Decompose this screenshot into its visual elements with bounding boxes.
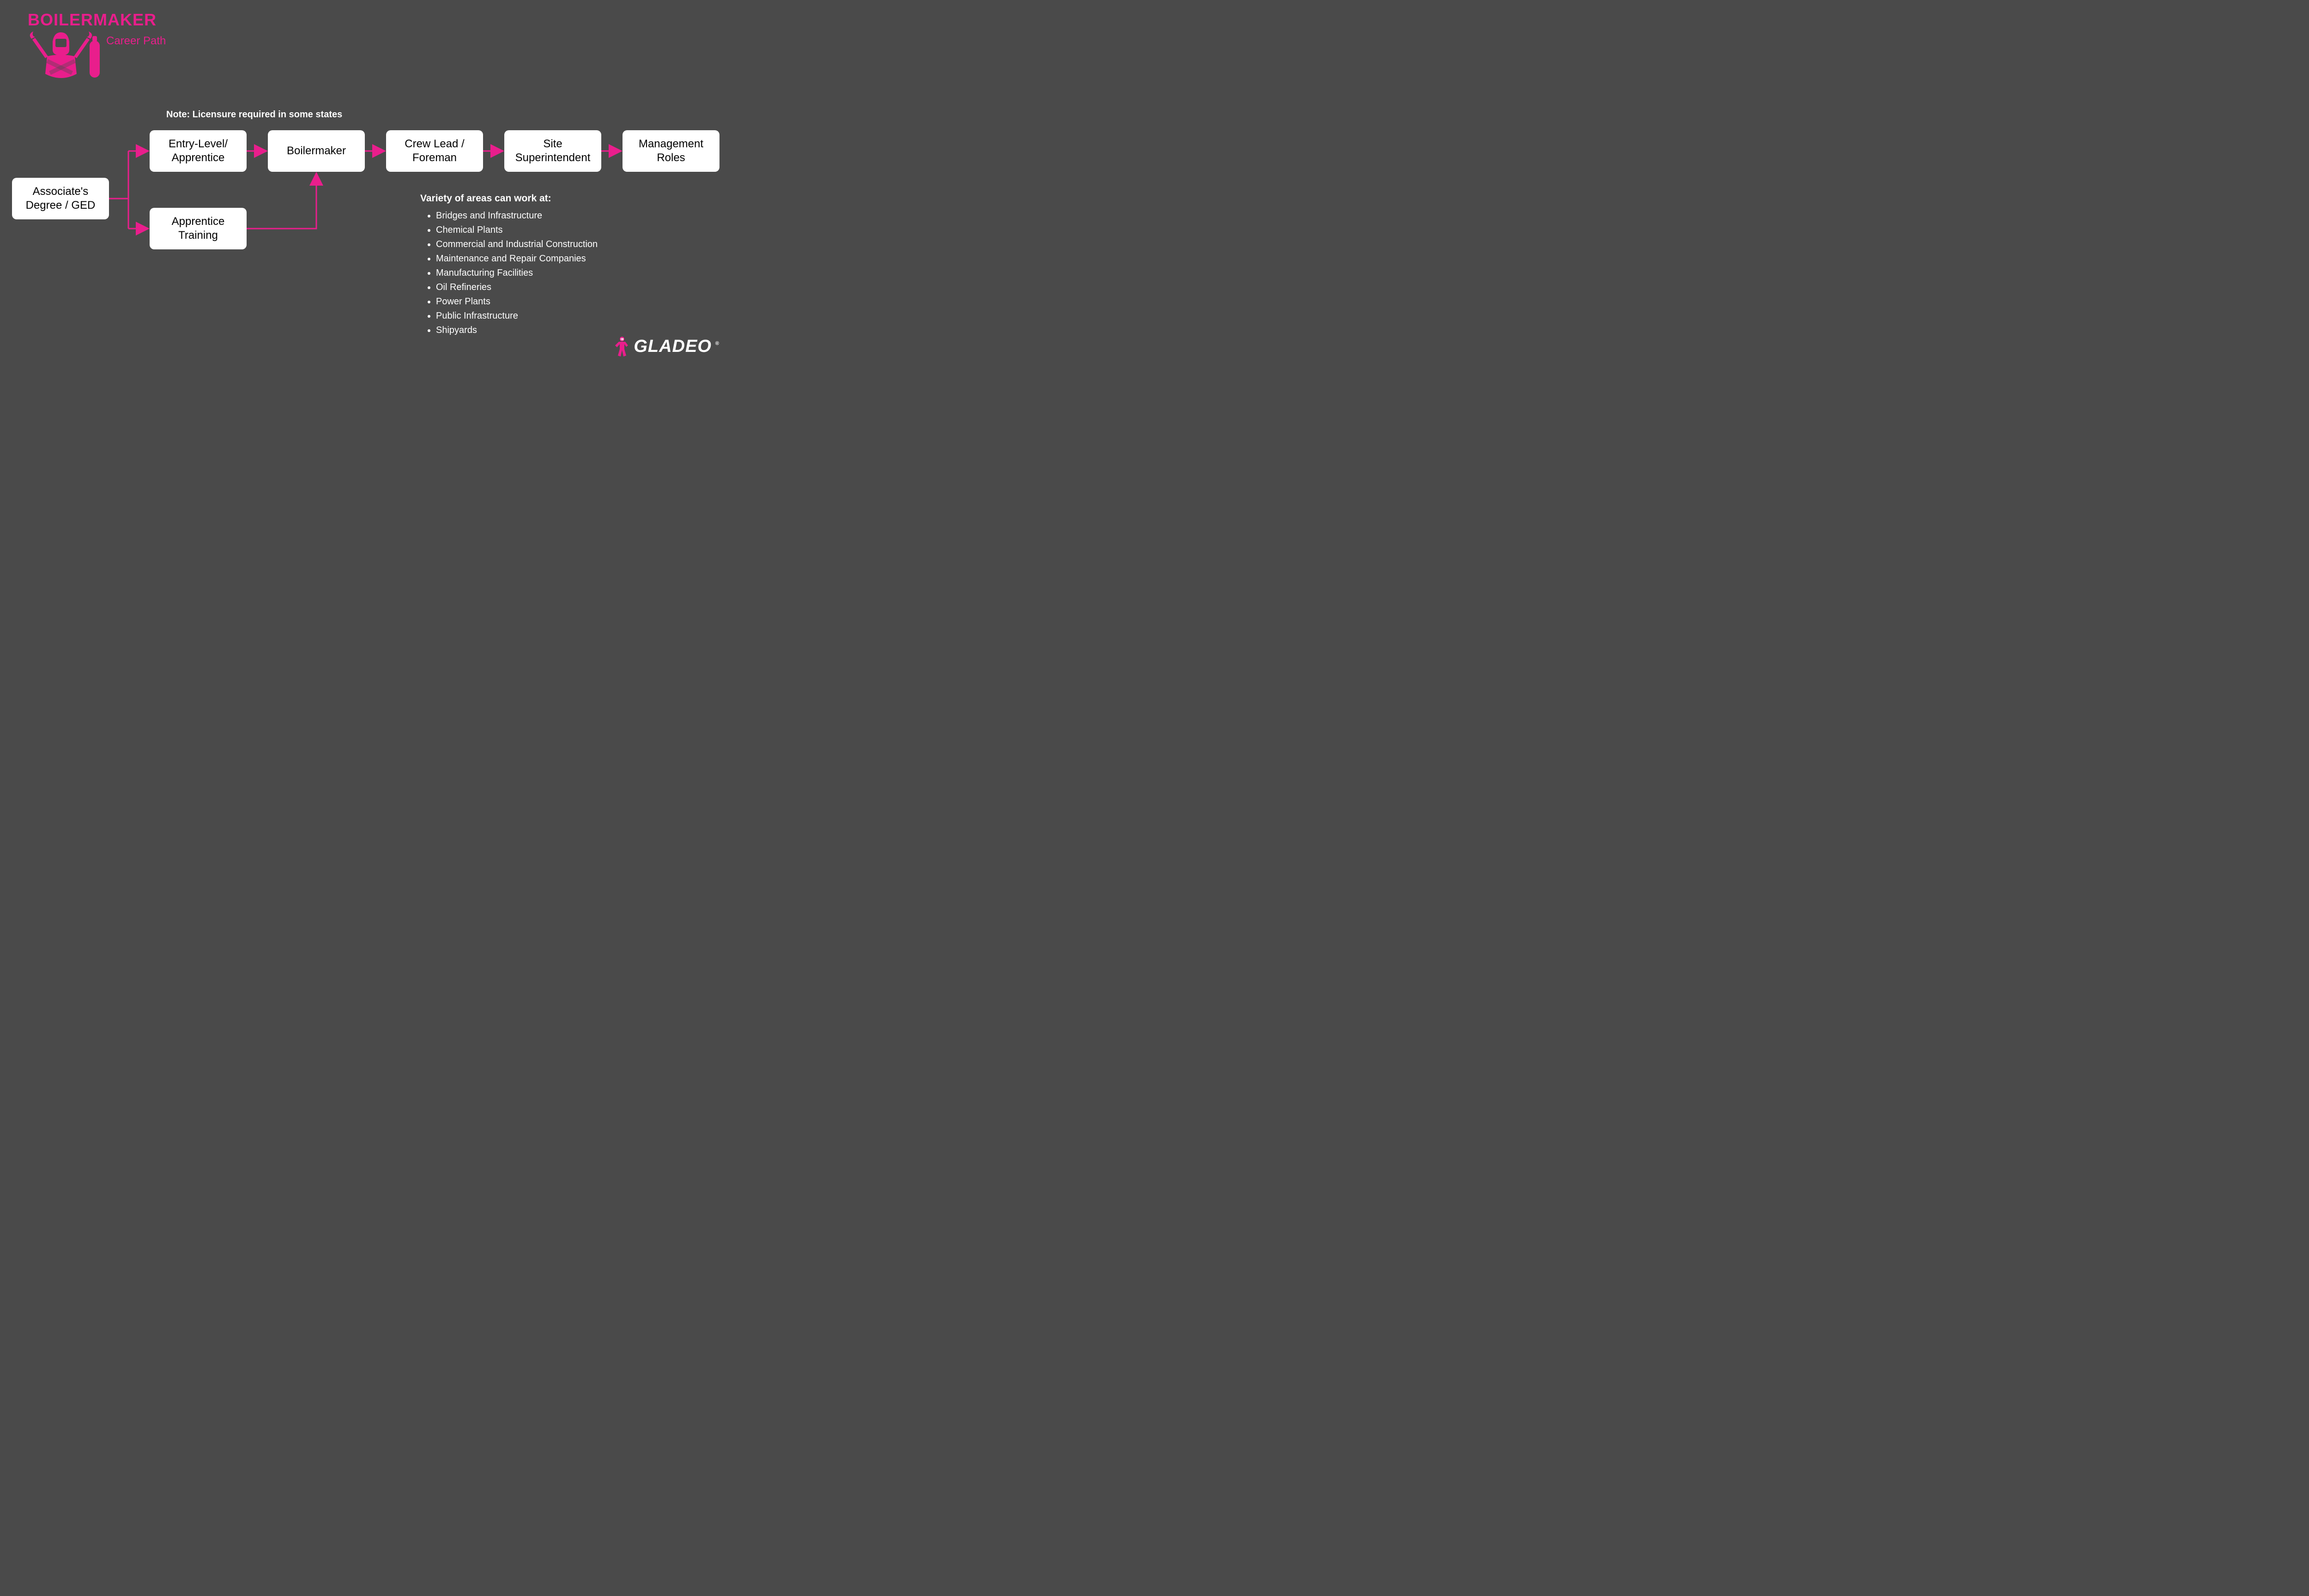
areas-title: Variety of areas can work at: bbox=[420, 193, 551, 204]
svg-text:G: G bbox=[621, 339, 623, 341]
areas-list-item: Public Infrastructure bbox=[436, 309, 598, 323]
flowchart-node-site: Site Superintendent bbox=[504, 130, 601, 172]
page-title: BOILERMAKER bbox=[28, 10, 157, 30]
flowchart-node-boiler: Boilermaker bbox=[268, 130, 365, 172]
areas-list-item: Manufacturing Facilities bbox=[436, 266, 598, 280]
flowchart-node-train: Apprentice Training bbox=[150, 208, 247, 249]
flowchart-node-mgmt: Management Roles bbox=[623, 130, 719, 172]
areas-list-item: Oil Refineries bbox=[436, 280, 598, 295]
licensure-note: Note: Licensure required in some states bbox=[166, 109, 342, 120]
areas-list-item: Commercial and Industrial Construction bbox=[436, 237, 598, 252]
logo-figure-icon: G bbox=[614, 336, 630, 357]
page-subtitle: Career Path bbox=[106, 35, 166, 48]
flowchart-arrows bbox=[0, 0, 739, 369]
logo-trademark: ® bbox=[715, 341, 719, 346]
brand-logo: G GLADEO ® bbox=[614, 336, 719, 357]
areas-list-item: Power Plants bbox=[436, 295, 598, 309]
areas-list: Bridges and InfrastructureChemical Plant… bbox=[427, 209, 598, 338]
areas-list-item: Bridges and Infrastructure bbox=[436, 209, 598, 223]
flowchart-node-crew: Crew Lead / Foreman bbox=[386, 130, 483, 172]
areas-list-item: Chemical Plants bbox=[436, 223, 598, 237]
welder-icon bbox=[29, 28, 103, 83]
flowchart-node-entry: Entry-Level/ Apprentice bbox=[150, 130, 247, 172]
logo-text: GLADEO bbox=[634, 337, 712, 357]
areas-list-item: Maintenance and Repair Companies bbox=[436, 252, 598, 266]
areas-list-item: Shipyards bbox=[436, 323, 598, 338]
flowchart-node-start: Associate's Degree / GED bbox=[12, 178, 109, 219]
